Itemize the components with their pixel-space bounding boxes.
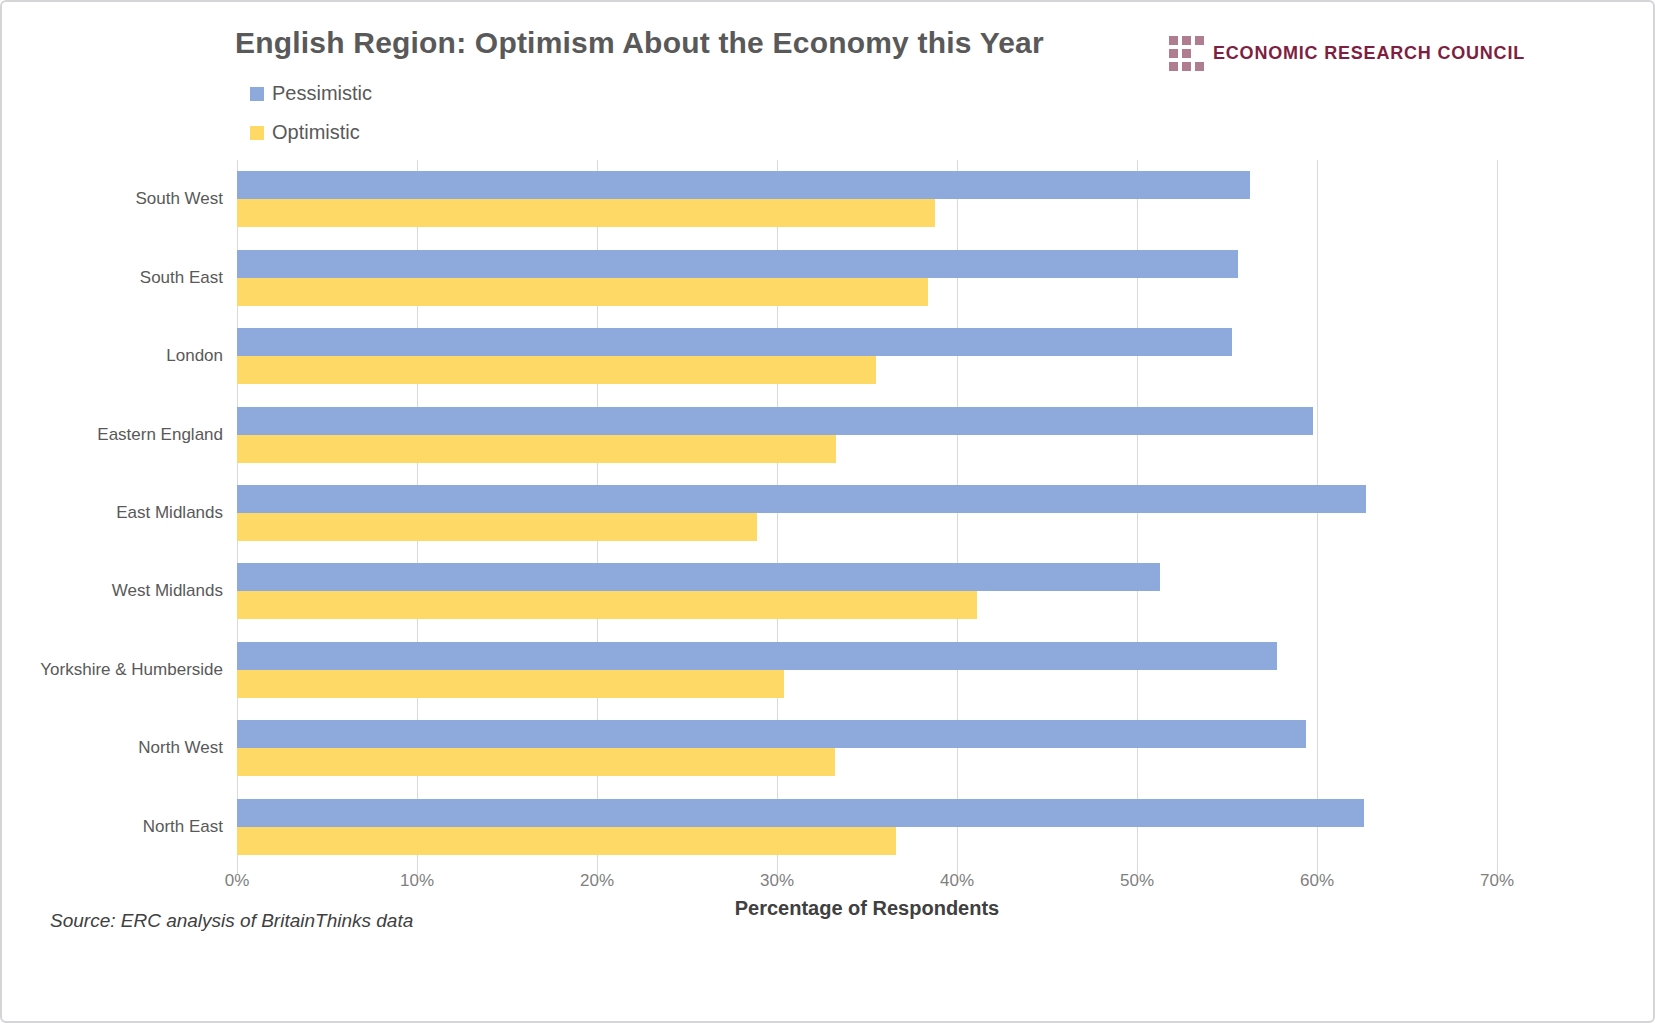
bar-row: East Midlands [237, 474, 1497, 552]
pessimistic-bar [237, 642, 1277, 670]
optimistic-swatch-icon [250, 126, 264, 140]
bar-row: Yorkshire & Humberside [237, 631, 1497, 709]
legend-item-pessimistic: Pessimistic [250, 74, 372, 113]
category-label: North East [0, 817, 223, 837]
optimistic-bar [237, 591, 977, 619]
optimistic-bar [237, 513, 757, 541]
pessimistic-bar [237, 563, 1160, 591]
logo-square-icon [1169, 62, 1178, 71]
category-label: South West [0, 189, 223, 209]
erc-logo-text: ECONOMIC RESEARCH COUNCIL [1213, 43, 1525, 64]
x-tick-label: 0% [225, 871, 250, 891]
x-axis-title: Percentage of Respondents [237, 897, 1497, 920]
logo-grid-row [1169, 62, 1204, 71]
logo-square-icon [1169, 49, 1178, 58]
logo-square-icon [1195, 36, 1204, 45]
plot-area: South WestSouth EastLondonEastern Englan… [237, 160, 1497, 866]
optimistic-bar [237, 278, 928, 306]
x-tick-label: 10% [400, 871, 434, 891]
erc-logo-squares-icon [1169, 36, 1204, 71]
chart-title: English Region: Optimism About the Econo… [235, 26, 1044, 60]
chart-legend: Pessimistic Optimistic [250, 74, 372, 152]
logo-square-icon [1169, 36, 1178, 45]
optimistic-bar [237, 748, 835, 776]
x-tick-label: 70% [1480, 871, 1514, 891]
x-tick-label: 30% [760, 871, 794, 891]
x-tick-label: 20% [580, 871, 614, 891]
category-label: East Midlands [0, 503, 223, 523]
pessimistic-swatch-icon [250, 87, 264, 101]
bar-row: South West [237, 160, 1497, 238]
optimistic-bar [237, 827, 896, 855]
bar-row: North East [237, 788, 1497, 866]
pessimistic-bar [237, 407, 1313, 435]
bar-row: Eastern England [237, 395, 1497, 473]
pessimistic-bar [237, 799, 1364, 827]
pessimistic-bar [237, 720, 1306, 748]
logo-grid-row [1169, 49, 1204, 58]
logo-square-icon [1182, 62, 1191, 71]
bar-row: South East [237, 238, 1497, 316]
x-tick-label: 50% [1120, 871, 1154, 891]
category-label: London [0, 346, 223, 366]
bar-row: North West [237, 709, 1497, 787]
erc-logo: ECONOMIC RESEARCH COUNCIL [1169, 36, 1525, 71]
x-axis-tick-labels: 0%10%20%30%40%50%60%70% [237, 871, 1497, 893]
source-note: Source: ERC analysis of BritainThinks da… [50, 910, 413, 932]
x-tick-label: 40% [940, 871, 974, 891]
gridline [1497, 160, 1498, 866]
legend-label: Pessimistic [272, 82, 372, 105]
x-tick-label: 60% [1300, 871, 1334, 891]
bar-row: West Midlands [237, 552, 1497, 630]
optimistic-bar [237, 199, 935, 227]
legend-item-optimistic: Optimistic [250, 113, 372, 152]
category-label: Eastern England [0, 425, 223, 445]
optimistic-bar [237, 356, 876, 384]
pessimistic-bar [237, 171, 1250, 199]
logo-grid-row [1169, 36, 1204, 45]
category-label: Yorkshire & Humberside [0, 660, 223, 680]
logo-square-icon [1195, 62, 1204, 71]
chart-page: English Region: Optimism About the Econo… [0, 0, 1655, 1023]
pessimistic-bar [237, 485, 1366, 513]
pessimistic-bar [237, 250, 1238, 278]
pessimistic-bar [237, 328, 1232, 356]
category-label: West Midlands [0, 581, 223, 601]
logo-square-icon [1182, 49, 1191, 58]
legend-label: Optimistic [272, 121, 360, 144]
logo-square-icon [1182, 36, 1191, 45]
optimistic-bar [237, 670, 784, 698]
category-label: North West [0, 738, 223, 758]
optimistic-bar [237, 435, 836, 463]
category-label: South East [0, 268, 223, 288]
bar-row: London [237, 317, 1497, 395]
